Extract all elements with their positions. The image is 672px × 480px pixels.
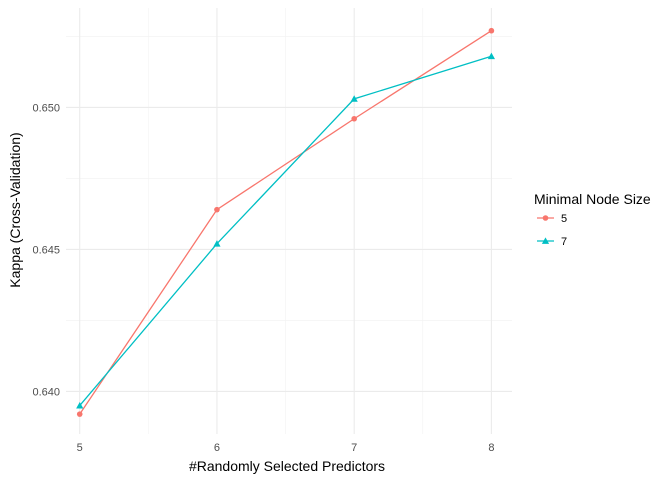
x-tick-label: 7: [351, 442, 357, 454]
series-line: [79, 55, 492, 407]
data-point: [488, 27, 495, 34]
data-point: [76, 411, 83, 417]
legend: Minimal Node Size 5 7: [534, 191, 651, 248]
legend-label: 7: [561, 236, 567, 248]
x-tick-label: 8: [488, 442, 494, 454]
x-axis-ticks: 5 6 7 8: [77, 442, 495, 454]
y-axis-ticks: 0.640 0.645 0.650: [32, 102, 60, 398]
data-point: [76, 402, 84, 409]
data-point: [213, 240, 221, 247]
series-5: [76, 27, 495, 417]
data-point: [487, 52, 496, 60]
y-tick-label: 0.650: [32, 102, 60, 114]
legend-title: Minimal Node Size: [534, 191, 651, 207]
legend-item-5: 5: [537, 213, 567, 225]
series-line: [79, 30, 492, 415]
legend-key-marker: [541, 237, 550, 244]
data-point: [214, 206, 220, 213]
legend-label: 5: [561, 213, 567, 225]
legend-item-7: 7: [537, 236, 567, 248]
series-7: [76, 52, 496, 409]
y-tick-label: 0.640: [32, 386, 60, 398]
series-layer: [76, 27, 496, 417]
x-tick-label: 6: [214, 442, 220, 454]
x-axis-title: #Randomly Selected Predictors: [189, 458, 385, 474]
data-point: [350, 95, 358, 102]
data-point: [351, 115, 357, 122]
y-tick-label: 0.645: [32, 244, 60, 256]
x-tick-label: 5: [77, 442, 83, 454]
legend-key-marker: [542, 215, 549, 221]
grid: [66, 8, 512, 434]
y-axis-title: Kappa (Cross-Validation): [7, 132, 23, 287]
